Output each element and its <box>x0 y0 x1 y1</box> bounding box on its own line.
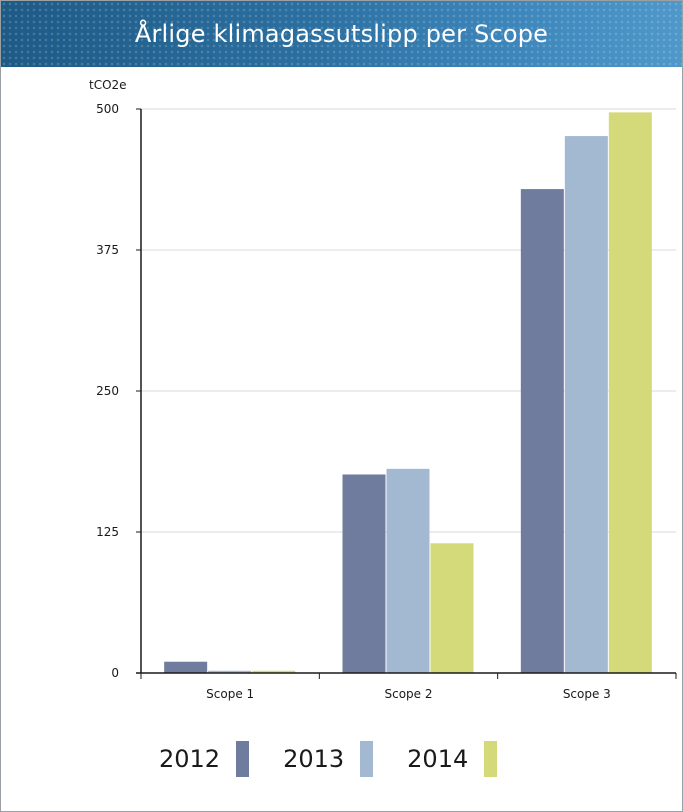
legend-item-2012: 2012 <box>159 741 250 777</box>
legend-swatch <box>236 741 250 777</box>
y-tick-labels: 0 125 250 375 500 <box>96 102 119 680</box>
bar-2013-scope-2 <box>386 468 430 673</box>
legend-item-2013: 2013 <box>283 741 374 777</box>
legend-label: 2012 <box>159 745 221 773</box>
legend-label: 2013 <box>283 745 345 773</box>
bar-2013-scope-3 <box>564 136 608 673</box>
x-tick-label: Scope 3 <box>563 687 611 701</box>
x-tick-label: Scope 1 <box>206 687 254 701</box>
y-axis-label: tCO2e <box>89 78 127 92</box>
bar-2012-scope-1 <box>164 661 208 673</box>
legend-swatch <box>484 741 498 777</box>
bar-2014-scope-3 <box>608 112 652 673</box>
bar-2013-scope-1 <box>208 670 252 673</box>
chart-title: Årlige klimagassutslipp per Scope <box>134 20 549 48</box>
y-tick-label: 375 <box>96 243 119 257</box>
bar-2014-scope-2 <box>430 543 474 673</box>
bars <box>164 112 652 673</box>
bar-2012-scope-2 <box>342 474 386 673</box>
legend-label: 2014 <box>407 745 469 773</box>
y-tick-label: 500 <box>96 102 119 116</box>
y-tick-label: 250 <box>96 384 119 398</box>
title-bar: Årlige klimagassutslipp per Scope <box>1 1 682 67</box>
y-tick-label: 0 <box>111 666 119 680</box>
y-tick-label: 125 <box>96 525 119 539</box>
bar-2014-scope-1 <box>252 670 296 673</box>
axes <box>136 108 677 679</box>
bar-2012-scope-3 <box>520 189 564 673</box>
legend-item-2014: 2014 <box>407 741 498 777</box>
x-tick-label: Scope 2 <box>384 687 432 701</box>
chart-area: tCO2e 0 125 250 375 500 Scope 1 Scope 2 Scope … <box>1 67 682 727</box>
x-tick-labels: Scope 1 Scope 2 Scope 3 <box>206 687 611 701</box>
legend: 2012 2013 2014 <box>159 739 531 779</box>
legend-swatch <box>360 741 374 777</box>
